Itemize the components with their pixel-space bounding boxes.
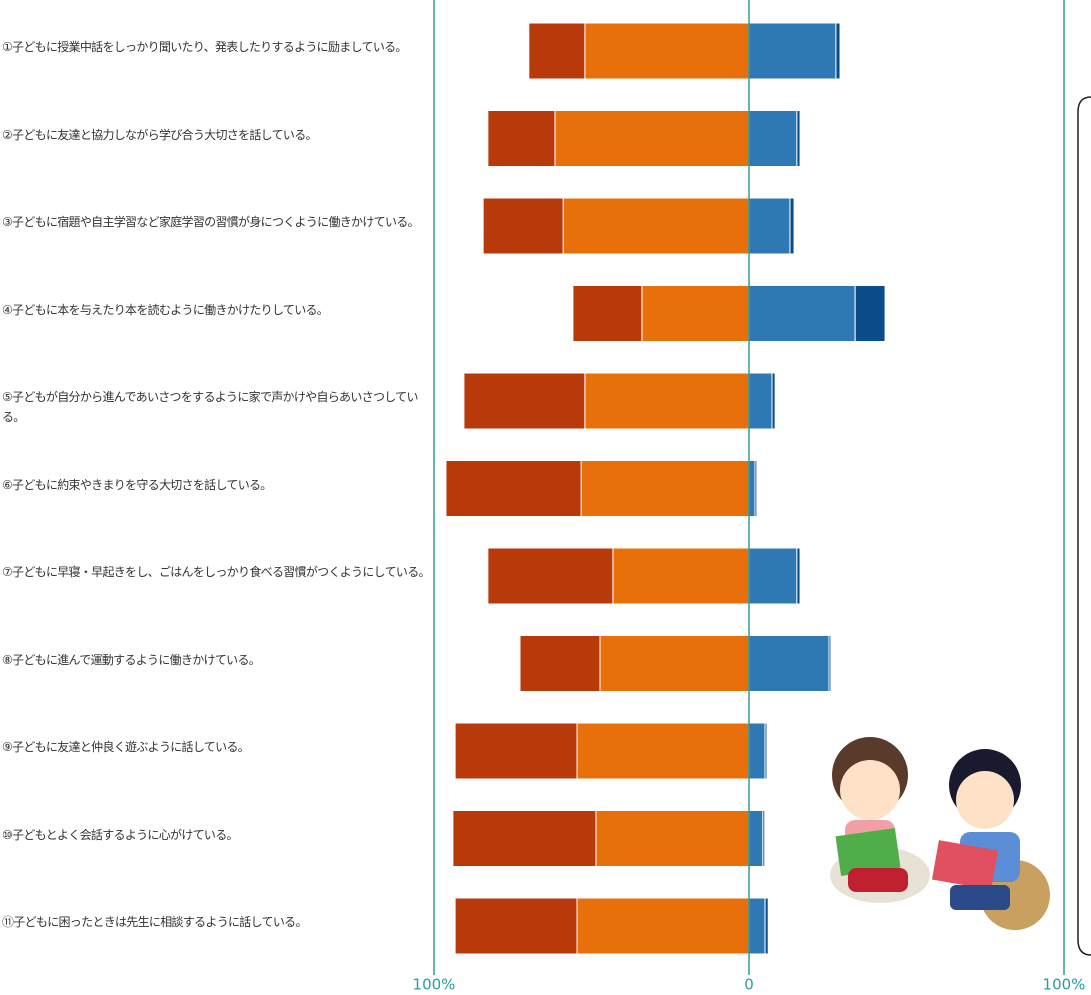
bar-segment — [580, 460, 750, 517]
category-label: ⑤子どもが自分から進んであいさつをするように家で声かけや自らあいさつしている。 — [2, 390, 418, 424]
category-label: ①子どもに授業中話をしっかり聞いたり、発表したりするように励ましている。 — [2, 40, 407, 54]
bar-segment — [584, 372, 750, 430]
bar-segment — [748, 547, 798, 605]
category-label: ⑩子どもとよく会話するように心がけている。 — [2, 827, 239, 842]
bar-segment — [572, 285, 643, 342]
bar-segment — [754, 460, 758, 517]
bar-segment — [748, 722, 766, 780]
category-label: ②子どもに友達と協力しながら学び合う大切さを話している。 — [2, 127, 318, 142]
category-label: ⑪子どもに困ったときは先生に相談するように話している。 — [2, 915, 307, 929]
bar-segment — [599, 635, 750, 692]
category-label: ⑨子どもに友達と仲良く遊ぶように話している。 — [2, 740, 250, 754]
category-label: ③子どもに宿題や自主学習など家庭学習の習慣が身につくように働きかけている。 — [2, 215, 420, 229]
bar-segment — [487, 547, 614, 605]
bar-segment — [748, 285, 856, 342]
bar-segment — [764, 897, 769, 955]
category-label: ⑥子どもに約束やきまりを守る大切さを話している。 — [2, 477, 272, 492]
x-tick-label: 100% — [413, 976, 456, 994]
category-label: ⑦子どもに早寝・早起きをし、ごはんをしっかり食べる習慣がつくようにしている。 — [2, 565, 431, 579]
bar-segment — [576, 722, 750, 780]
bar-segment — [748, 810, 764, 867]
bar-segment — [764, 722, 768, 780]
bar-segment — [528, 22, 586, 80]
bar-segment — [748, 110, 798, 167]
bar-segment — [762, 810, 766, 867]
bar-segment — [445, 460, 582, 517]
bar-segment — [835, 22, 841, 80]
bar-segment — [796, 547, 801, 605]
bar-segment — [452, 810, 597, 867]
bar-segment — [454, 897, 578, 955]
bar-segment — [595, 810, 750, 867]
bar-segment — [554, 110, 750, 167]
bar-segment — [482, 197, 564, 255]
bar-segment — [748, 635, 830, 692]
bar-segment — [584, 22, 750, 80]
bar-segment — [576, 897, 750, 955]
bar-segment — [748, 22, 837, 80]
x-tick-label: 100% — [1043, 976, 1086, 994]
bar-segment — [748, 372, 773, 430]
bar-segment — [748, 897, 766, 955]
category-label: ⑧子どもに進んで運動するように働きかけている。 — [2, 652, 261, 667]
bar-segment — [454, 722, 578, 780]
category-label: ④子どもに本を与えたり本を読むように働きかけたりしている。 — [2, 302, 329, 317]
bar-segment — [519, 635, 601, 692]
bar-segment — [796, 110, 801, 167]
bar-segment — [748, 197, 791, 255]
bar-segment — [641, 285, 750, 342]
bar-segment — [854, 285, 886, 342]
x-tick-label: 0 — [744, 976, 754, 994]
bar-segment — [789, 197, 795, 255]
bar-segment — [771, 372, 776, 430]
bar-segment — [828, 635, 832, 692]
illustration — [830, 737, 1050, 930]
bar-segment — [612, 547, 750, 605]
side-box — [1077, 96, 1091, 956]
bar-segment — [562, 197, 750, 255]
bar-segment — [748, 460, 756, 517]
bar-segment — [463, 372, 586, 430]
bar-segment — [487, 110, 556, 167]
